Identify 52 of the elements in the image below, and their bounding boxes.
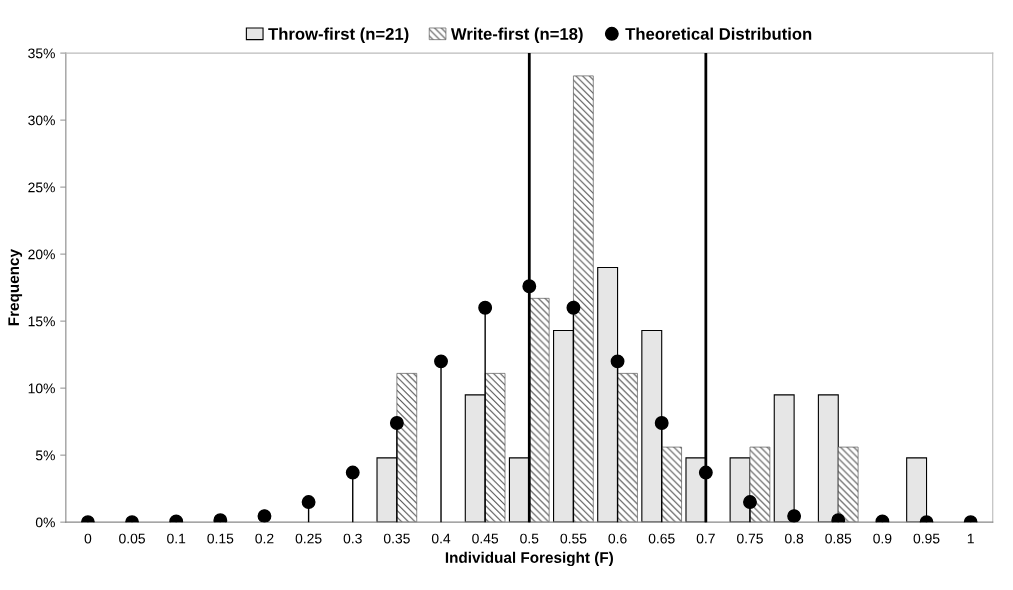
x-tick-label: 0.85 (825, 533, 852, 544)
y-tick-label: 35% (28, 48, 55, 59)
x-tick-label: 0.7 (696, 533, 715, 544)
point (654, 416, 669, 430)
point (743, 495, 757, 509)
bar (484, 373, 506, 523)
point (610, 354, 625, 369)
point (566, 300, 581, 315)
x-tick-label: 0.45 (472, 533, 499, 544)
x-tick-label: 0.8 (785, 533, 804, 544)
x-tick-label: 0.35 (383, 533, 410, 544)
y-tick-label: 5% (35, 450, 55, 461)
y-tick-label: 25% (28, 182, 55, 193)
bar (749, 446, 771, 523)
x-tick-label: 0.05 (119, 533, 145, 544)
x-tick-label: 0.6 (608, 533, 627, 544)
point (389, 416, 404, 430)
x-axis-title: Individual Foresight (F) (445, 551, 613, 567)
x-tick-label: 1 (967, 533, 974, 544)
y-axis-title: Frequency (8, 249, 23, 326)
bar (396, 373, 418, 523)
x-tick-label: 0.65 (648, 533, 675, 544)
x-tick-label: 0.75 (737, 533, 763, 544)
legend-label: Theoretical Distribution (625, 27, 812, 40)
point (478, 300, 493, 315)
point (434, 354, 448, 369)
x-tick-label: 0.95 (913, 533, 940, 544)
point (787, 509, 802, 523)
x-tick-label: 0.25 (295, 533, 322, 544)
bar (661, 446, 682, 523)
x-tick-label: 0 (84, 533, 92, 544)
x-tick-label: 0.9 (873, 533, 892, 544)
point (257, 509, 272, 523)
y-tick-label: 20% (28, 249, 55, 260)
x-tick-label: 0.2 (255, 533, 274, 544)
x-tick-label: 0.4 (431, 533, 451, 544)
x-tick-label: 0.1 (167, 533, 186, 544)
x-tick-label: 0.15 (207, 533, 234, 544)
x-tick-label: 0.3 (343, 533, 362, 544)
y-tick-label: 0% (35, 517, 55, 528)
legend-label: Throw-first (n=21) (268, 27, 409, 44)
bar (617, 373, 638, 523)
x-tick-label: 0.5 (520, 533, 539, 544)
point (301, 495, 316, 509)
y-tick-label: 10% (28, 383, 55, 394)
y-tick-label: 15% (28, 316, 55, 327)
x-tick-label: 0.55 (560, 533, 587, 544)
bar (837, 446, 859, 523)
y-tick-label: 30% (28, 115, 55, 126)
legend-label: Write-first (n=18) (450, 27, 583, 44)
point (345, 465, 360, 480)
bar (573, 75, 594, 523)
